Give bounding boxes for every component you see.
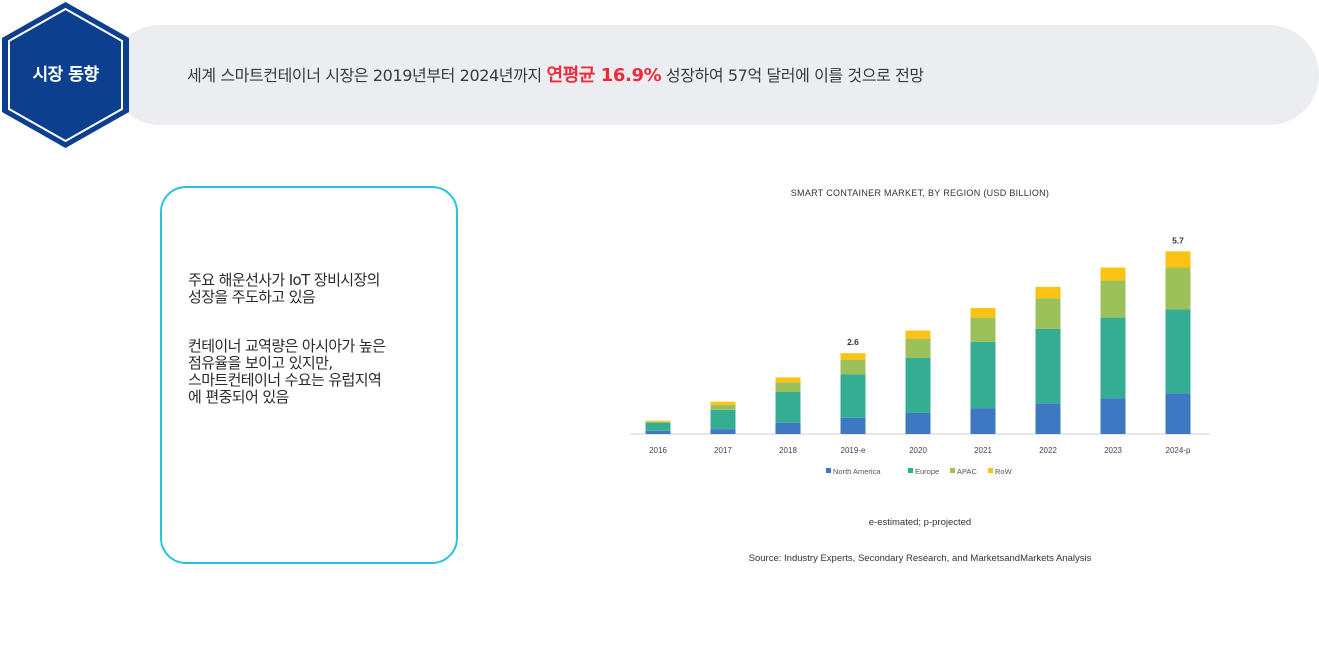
x-tick-label: 2024-p [1166, 446, 1191, 455]
bar-2023-row [1100, 267, 1126, 281]
legend-label-north-america: North America [833, 467, 881, 476]
bar-2017-north-america [710, 429, 736, 434]
bar-2018-north-america [775, 422, 801, 434]
note-2-line-1: 컨테이너 교역량은 아시아가 높은 [188, 337, 386, 355]
data-label: 2.6 [847, 337, 859, 347]
bar-2019-e-europe [840, 374, 866, 418]
bar-2024-p-apac [1165, 267, 1191, 310]
x-tick-label: 2023 [1104, 446, 1122, 455]
bar-2022-north-america [1035, 403, 1061, 434]
bar-2017-row [710, 401, 736, 405]
note-2-line-2: 점유율을 보이고 있지만, [188, 354, 333, 372]
hexagon-badge-icon [2, 2, 129, 148]
legend-label-row: RoW [995, 467, 1013, 476]
x-tick-label: 2021 [974, 446, 992, 455]
bar-2024-p-north-america [1165, 393, 1191, 434]
x-tick-label: 2019-e [841, 446, 866, 455]
x-tick-label: 2018 [779, 446, 797, 455]
bar-2022-europe [1035, 328, 1061, 404]
legend-swatch-europe [908, 468, 913, 473]
bar-2020-europe [905, 358, 931, 413]
bar-2024-p-europe [1165, 309, 1191, 394]
legend-swatch-row [988, 468, 993, 473]
x-tick-label: 2016 [649, 446, 667, 455]
headline-post: 성장하여 57억 달러에 이를 것으로 전망 [661, 66, 924, 85]
bar-2020-apac [905, 338, 931, 359]
note-2-line-4: 에 편중되어 있음 [188, 388, 289, 406]
chart-source: Source: Industry Experts, Secondary Rese… [749, 553, 1092, 564]
summary-box [160, 186, 458, 564]
headline-highlight: 연평균 16.9% [546, 65, 662, 86]
bar-2021-europe [970, 341, 996, 409]
legend-swatch-apac [950, 468, 955, 473]
bar-2016-north-america [645, 430, 671, 434]
note-2-line-3: 스마트컨테이너 수요는 유럽지역 [188, 371, 382, 389]
note-2: 컨테이너 교역량은 아시아가 높은 점유율을 보이고 있지만, 스마트컨테이너 … [188, 338, 453, 406]
bar-2021-row [970, 307, 996, 318]
bar-2016-apac [645, 421, 671, 423]
bar-2019-e-north-america [840, 417, 866, 434]
bar-2018-apac [775, 382, 801, 392]
bar-2023-north-america [1100, 398, 1126, 434]
bar-2018-europe [775, 391, 801, 423]
bar-2020-row [905, 330, 931, 339]
bar-2022-row [1035, 286, 1061, 299]
bar-2021-apac [970, 317, 996, 342]
x-tick-label: 2017 [714, 446, 732, 455]
section-badge-label: 시장 동향 [32, 65, 99, 85]
stacked-bar-chart: SMART CONTAINER MARKET, BY REGION (USD B… [630, 188, 1210, 564]
headline-pre: 세계 스마트컨테이너 시장은 2019년부터 2024년까지 [187, 66, 547, 85]
bar-2019-e-row [840, 353, 866, 360]
bar-2016-europe [645, 422, 671, 431]
bar-2020-north-america [905, 412, 931, 434]
chart-title: SMART CONTAINER MARKET, BY REGION (USD B… [791, 188, 1049, 198]
note-1: 주요 해운선사가 IoT 장비시장의 성장을 주도하고 있음 [188, 272, 453, 306]
legend-swatch-north-america [826, 468, 831, 473]
note-1-line-2: 성장을 주도하고 있음 [188, 288, 316, 306]
x-tick-label: 2020 [909, 446, 927, 455]
headline-text: 세계 스마트컨테이너 시장은 2019년부터 2024년까지 연평균 16.9%… [187, 62, 924, 90]
bar-2017-apac [710, 404, 736, 410]
bar-2017-europe [710, 409, 736, 430]
legend-label-europe: Europe [915, 467, 939, 476]
bar-2021-north-america [970, 408, 996, 434]
bar-2022-apac [1035, 298, 1061, 329]
note-1-line-1: 주요 해운선사가 IoT 장비시장의 [188, 271, 380, 289]
x-tick-label: 2022 [1039, 446, 1057, 455]
legend-label-apac: APAC [957, 467, 977, 476]
data-label: 5.7 [1172, 235, 1184, 245]
bar-2023-europe [1100, 317, 1126, 399]
chart-footnote: e-estimated; p-projected [869, 517, 971, 528]
bar-2016-row [645, 420, 671, 422]
bar-2024-p-row [1165, 251, 1191, 268]
bar-2023-apac [1100, 280, 1126, 318]
bar-2019-e-apac [840, 359, 866, 375]
bar-2018-row [775, 377, 801, 383]
headline-banner [110, 25, 1319, 125]
